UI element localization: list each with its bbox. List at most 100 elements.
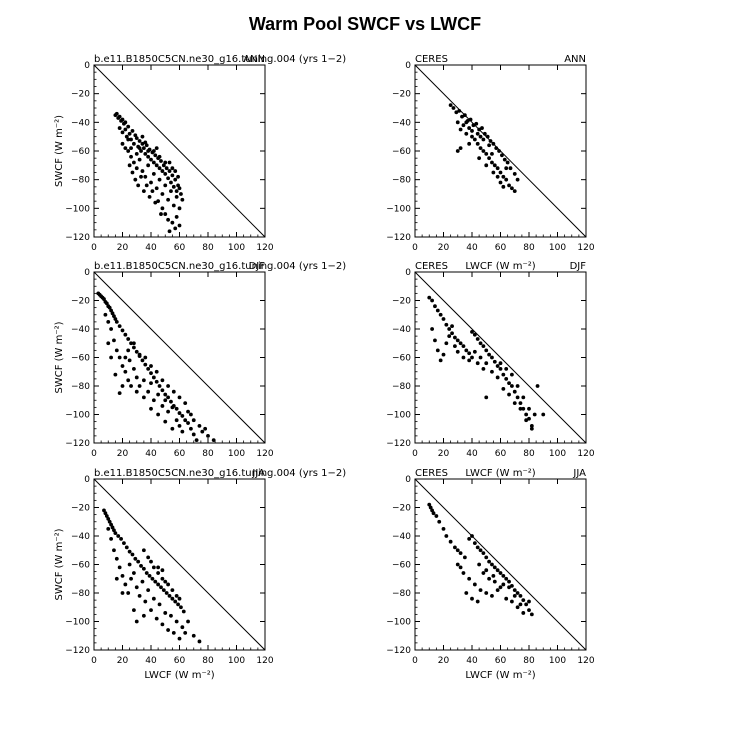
x-tick-label: 40 — [466, 449, 478, 459]
panel-season-label: DJF — [249, 261, 266, 272]
scatter-point — [144, 183, 149, 188]
x-tick-label: 20 — [117, 243, 129, 253]
panel-season-label: JJA — [251, 468, 265, 479]
scatter-point — [475, 131, 480, 136]
scatter-point — [147, 194, 152, 199]
scatter-point — [458, 127, 463, 132]
scatter-point — [478, 548, 483, 553]
scatter-point — [110, 311, 115, 316]
scatter-point — [177, 424, 182, 428]
scatter-point — [484, 591, 489, 595]
scatter-point — [126, 591, 131, 595]
scatter-point — [114, 556, 119, 561]
scatter-point — [490, 355, 494, 360]
scatter-point — [189, 412, 193, 417]
scatter-point — [481, 551, 486, 555]
y-tick-label: −60 — [71, 561, 90, 571]
scatter-point — [141, 378, 146, 383]
scatter-point — [154, 163, 159, 168]
y-tick-label: −80 — [392, 589, 411, 599]
scatter-point — [137, 384, 142, 388]
scatter-point — [117, 126, 122, 130]
scatter-point — [490, 593, 494, 598]
scatter-point — [167, 229, 172, 234]
panel-season-label: JJA — [572, 468, 586, 479]
scatter-point — [433, 338, 437, 343]
y-tick-label: 0 — [84, 61, 90, 71]
scatter-point — [487, 352, 491, 357]
scatter-point — [106, 517, 111, 521]
scatter-point — [504, 367, 509, 371]
scatter-point — [102, 508, 106, 513]
x-tick-label: 0 — [91, 656, 97, 666]
y-tick-label: −120 — [65, 439, 90, 449]
scatter-point — [435, 308, 440, 313]
scatter-point — [491, 141, 496, 146]
x-tick-label: 40 — [145, 449, 157, 459]
scatter-point — [144, 571, 149, 575]
scatter-point — [505, 160, 510, 165]
y-tick-label: −120 — [65, 646, 90, 656]
scatter-point — [109, 536, 113, 541]
scatter-point — [134, 166, 139, 171]
scatter-point — [157, 602, 162, 607]
y-tick-label: −60 — [392, 147, 411, 157]
y-tick-label: 0 — [405, 61, 411, 71]
x-tick-label: 120 — [256, 449, 273, 459]
scatter-point — [170, 220, 175, 225]
scatter-point — [191, 633, 196, 638]
scatter-point — [140, 134, 145, 139]
x-tick-label: 20 — [438, 243, 450, 253]
scatter-point — [153, 579, 158, 584]
scatter-point — [159, 212, 163, 216]
x-tick-label: 80 — [202, 449, 214, 459]
scatter-point — [467, 126, 472, 130]
scatter-point — [123, 355, 128, 360]
scatter-point — [156, 199, 161, 204]
scatter-point — [464, 591, 469, 595]
scatter-point — [498, 585, 503, 590]
y-tick-label: −120 — [386, 233, 411, 243]
scatter-point — [495, 375, 500, 380]
scatter-point — [180, 625, 185, 630]
scatter-point — [166, 628, 171, 632]
scatter-point — [166, 409, 171, 414]
x-tick-label: 0 — [91, 449, 97, 459]
scatter-point — [149, 180, 153, 185]
scatter-point — [112, 338, 116, 343]
x-tick-label: 60 — [174, 449, 186, 459]
scatter-point — [114, 319, 119, 324]
x-tick-label: 80 — [523, 243, 535, 253]
scatter-point — [485, 134, 490, 139]
scatter-point — [444, 534, 449, 538]
scatter-point — [507, 183, 511, 188]
y-tick-label: −20 — [392, 90, 411, 100]
scatter-point — [149, 364, 153, 368]
scatter-point — [104, 301, 109, 306]
scatter-point — [447, 327, 452, 331]
scatter-point — [166, 197, 171, 202]
scatter-point — [132, 608, 136, 612]
scatter-point — [129, 384, 133, 388]
one-to-one-line — [414, 478, 587, 651]
y-tick-label: −60 — [71, 354, 90, 364]
y-tick-label: 0 — [405, 475, 411, 485]
scatter-point — [490, 151, 494, 156]
scatter-point — [518, 401, 523, 405]
scatter-point — [501, 386, 506, 391]
scatter-point — [163, 611, 168, 615]
scatter-point — [177, 186, 182, 191]
scatter-point — [149, 381, 153, 386]
scatter-point — [103, 312, 108, 317]
scatter-point — [177, 223, 182, 228]
y-tick-label: −40 — [71, 118, 90, 128]
y-tick-label: −120 — [386, 439, 411, 449]
scatter-point — [437, 519, 442, 524]
scatter-point — [494, 146, 499, 151]
scatter-point — [467, 141, 472, 146]
scatter-point — [116, 534, 121, 538]
page-title: Warm Pool SWCF vs LWCF — [248, 14, 482, 34]
scatter-point — [478, 341, 483, 346]
scatter-point — [495, 174, 500, 179]
scatter-point — [163, 392, 168, 397]
